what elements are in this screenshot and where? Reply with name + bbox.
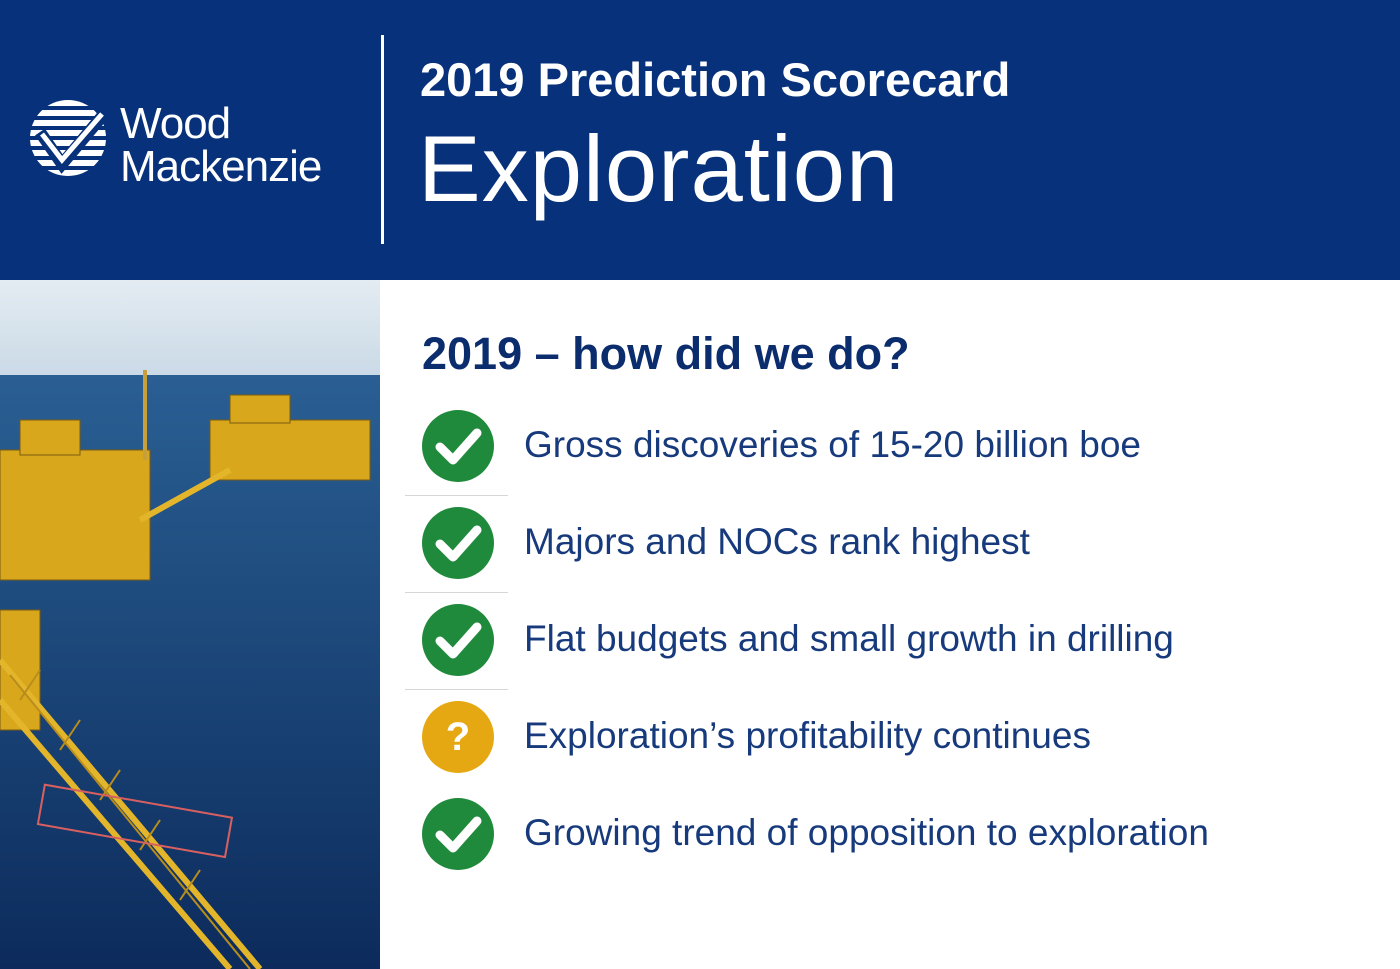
separator — [405, 495, 508, 496]
header: Wood Mackenzie 2019 Prediction Scorecard… — [0, 0, 1400, 280]
item-text: Flat budgets and small growth in drillin… — [524, 618, 1174, 659]
scorecard-item: Gross discoveries of 15-20 billion boe — [422, 410, 1382, 482]
check-icon — [422, 410, 494, 482]
check-icon — [422, 604, 494, 676]
subtitle: 2019 Prediction Scorecard — [420, 53, 1011, 106]
title: Exploration — [418, 116, 900, 221]
check-icon — [422, 507, 494, 579]
logo-text: Mackenzie — [120, 142, 322, 191]
scorecard-item: Majors and NOCs rank highest — [422, 507, 1382, 579]
item-text: Gross discoveries of 15-20 billion boe — [524, 424, 1141, 465]
item-text: Growing trend of opposition to explorati… — [524, 812, 1209, 853]
item-text: Exploration’s profitability continues — [524, 715, 1091, 756]
scorecard-item: Flat budgets and small growth in drillin… — [422, 604, 1382, 676]
section-heading: 2019 – how did we do? — [422, 328, 910, 379]
logo-icon — [30, 100, 109, 176]
scorecard-item: ? Exploration’s profitability continues — [422, 701, 1382, 773]
logo-text: Wood — [120, 99, 231, 148]
photo — [0, 280, 380, 969]
divider — [381, 35, 384, 244]
question-symbol: ? — [445, 715, 471, 759]
separator — [405, 592, 508, 593]
separator — [405, 689, 508, 690]
item-text: Majors and NOCs rank highest — [524, 521, 1030, 562]
question-icon — [422, 701, 494, 773]
scorecard-item: Growing trend of opposition to explorati… — [422, 798, 1382, 870]
check-icon — [422, 798, 494, 870]
